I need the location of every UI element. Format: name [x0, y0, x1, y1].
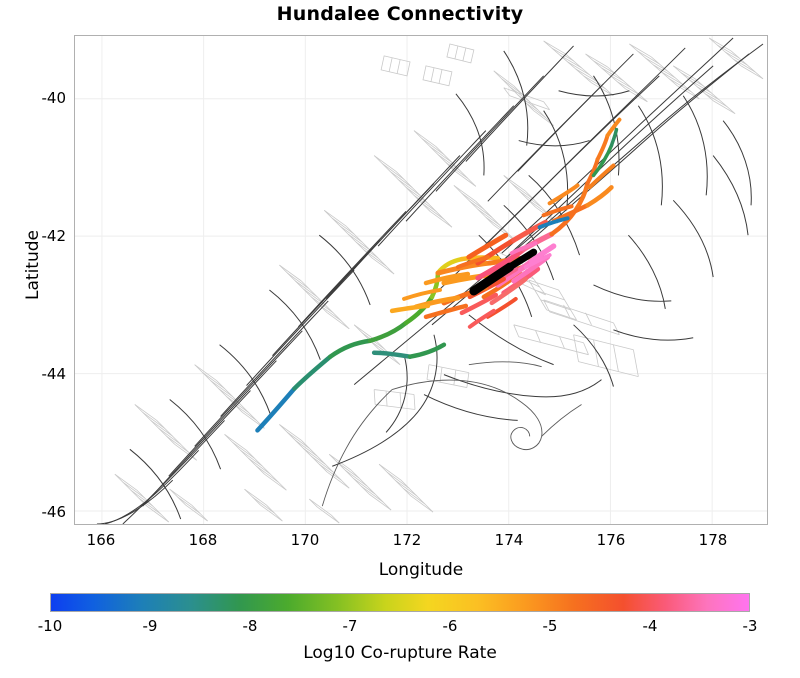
ytick-minus40: -40 — [41, 89, 67, 107]
cbtick-minus9: -9 — [142, 617, 158, 635]
cbtick-minus7: -7 — [342, 617, 358, 635]
xtick-178: 178 — [698, 531, 728, 549]
source-fault-hundalee-ext — [506, 248, 538, 271]
x-axis-label: Longitude — [378, 560, 464, 580]
cbtick-minus10: -10 — [37, 617, 63, 635]
xtick-172: 172 — [392, 531, 422, 549]
xtick-168: 168 — [188, 531, 218, 549]
cbtick-minus5: -5 — [542, 617, 558, 635]
ytick-minus46: -46 — [41, 503, 67, 521]
xtick-170: 170 — [290, 531, 320, 549]
fault-network-map — [96, 37, 764, 524]
page-title: Hundalee Connectivity — [276, 3, 524, 25]
cbtick-minus6: -6 — [442, 617, 458, 635]
ytick-minus44: -44 — [41, 365, 67, 383]
coastline — [321, 361, 582, 507]
cbtick-minus4: -4 — [642, 617, 658, 635]
corupture-segments — [255, 117, 622, 433]
colorbar-container: -10 -9 -8 -7 -6 -5 -4 -3 — [38, 593, 757, 635]
xtick-176: 176 — [596, 531, 626, 549]
colorbar-label: Log10 Co-rupture Rate — [303, 643, 497, 663]
cbtick-minus3: -3 — [742, 617, 758, 635]
colorbar-gradient — [50, 593, 750, 612]
fault-surface-projections — [114, 37, 764, 524]
ytick-minus42: -42 — [41, 227, 67, 245]
y-axis-label: Latitude — [23, 230, 43, 300]
map-plot-area[interactable] — [74, 35, 768, 525]
cbtick-minus8: -8 — [242, 617, 258, 635]
fault-traces — [96, 37, 764, 524]
source-fault-hundalee — [469, 262, 515, 296]
xtick-174: 174 — [494, 531, 524, 549]
xtick-166: 166 — [86, 531, 116, 549]
